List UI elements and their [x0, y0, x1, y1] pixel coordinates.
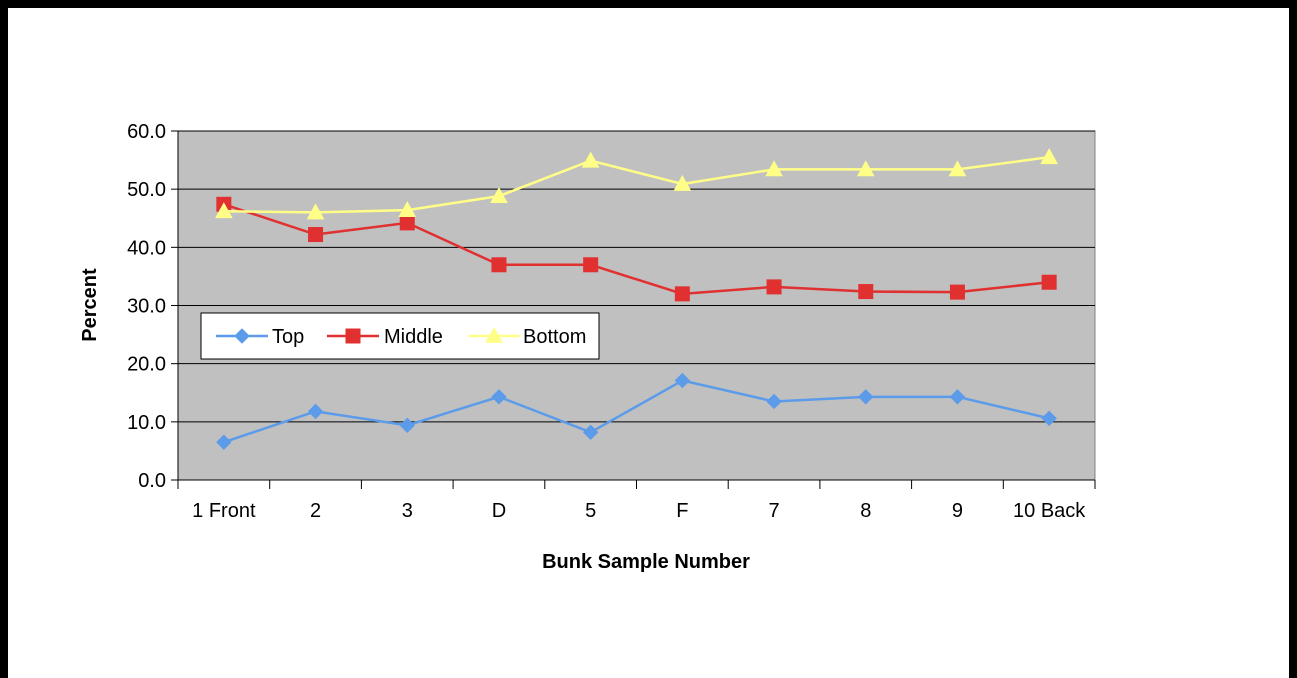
y-tick-label: 60.0	[127, 121, 166, 143]
y-tick-labels: 0.0 10.0 20.0 30.0 40.0 50.0 60.0	[127, 121, 166, 492]
data-point	[485, 326, 503, 343]
data-point	[674, 286, 690, 302]
data-point	[398, 201, 417, 218]
y-axis-title: Percent	[79, 268, 101, 342]
y-tick-label: 20.0	[127, 354, 166, 376]
x-tick-labels: 1 Front 2 3 D 5 F 7 8 9 10 Back	[192, 500, 1086, 522]
x-tick-label: 3	[402, 500, 413, 522]
x-tick-label: 9	[952, 500, 963, 522]
series-line	[223, 155, 1050, 214]
series-line	[223, 203, 1050, 296]
y-tick-label: 10.0	[127, 412, 166, 434]
data-point	[766, 393, 782, 410]
x-tick-label: 1 Front	[192, 500, 256, 522]
x-tick-label: 10 Back	[1013, 500, 1086, 522]
data-point	[399, 215, 415, 231]
y-tick-label: 0.0	[138, 470, 166, 492]
data-point	[399, 417, 415, 434]
data-point	[858, 284, 874, 300]
data-point	[673, 174, 692, 191]
data-point	[948, 160, 967, 177]
x-tick-label: 2	[310, 500, 321, 522]
data-point	[1041, 274, 1057, 290]
series-top	[216, 372, 1057, 450]
y-tick-label: 50.0	[127, 179, 166, 201]
data-point	[216, 434, 232, 450]
legend: Top Middle Bottom	[200, 312, 600, 360]
data-point	[765, 160, 783, 177]
x-tick-label: F	[676, 500, 688, 522]
y-tick-label: 40.0	[127, 237, 166, 259]
legend-items: Top Middle Bottom	[216, 326, 586, 348]
y-tick-label: 30.0	[127, 296, 166, 318]
legend-label: Bottom	[523, 326, 586, 348]
data-point	[491, 257, 507, 273]
data-point	[1041, 410, 1057, 427]
series-middle	[216, 196, 1057, 302]
series-line	[223, 379, 1050, 444]
data-point	[215, 202, 233, 219]
legend-label: Middle	[384, 326, 443, 348]
data-point	[856, 160, 875, 177]
data-point	[858, 389, 874, 405]
data-point	[234, 328, 250, 344]
series-layer	[215, 148, 1058, 450]
axes	[171, 130, 1096, 489]
data-point	[583, 257, 599, 273]
data-point	[674, 372, 691, 389]
legend-item-bottom: Bottom	[468, 326, 586, 348]
data-point	[307, 403, 324, 420]
series-bottom	[215, 148, 1058, 220]
data-point	[949, 284, 965, 300]
data-point	[949, 389, 966, 405]
x-tick-label: D	[492, 500, 506, 522]
x-axis-title: Bunk Sample Number	[542, 551, 750, 573]
legend-item-middle: Middle	[327, 326, 443, 348]
data-point	[582, 424, 599, 441]
x-tick-label: 5	[585, 500, 596, 522]
data-point	[308, 227, 324, 243]
gridlines	[178, 130, 1095, 423]
data-point	[490, 187, 508, 204]
data-point	[345, 328, 361, 344]
x-tick-label: 7	[768, 500, 779, 522]
data-point	[306, 203, 325, 220]
data-point	[766, 279, 782, 295]
data-point	[491, 389, 507, 405]
x-tick-label: 8	[860, 500, 871, 522]
legend-label: Top	[272, 326, 304, 348]
data-point	[581, 151, 600, 168]
data-point	[1040, 148, 1058, 165]
legend-item-top: Top	[216, 326, 304, 348]
